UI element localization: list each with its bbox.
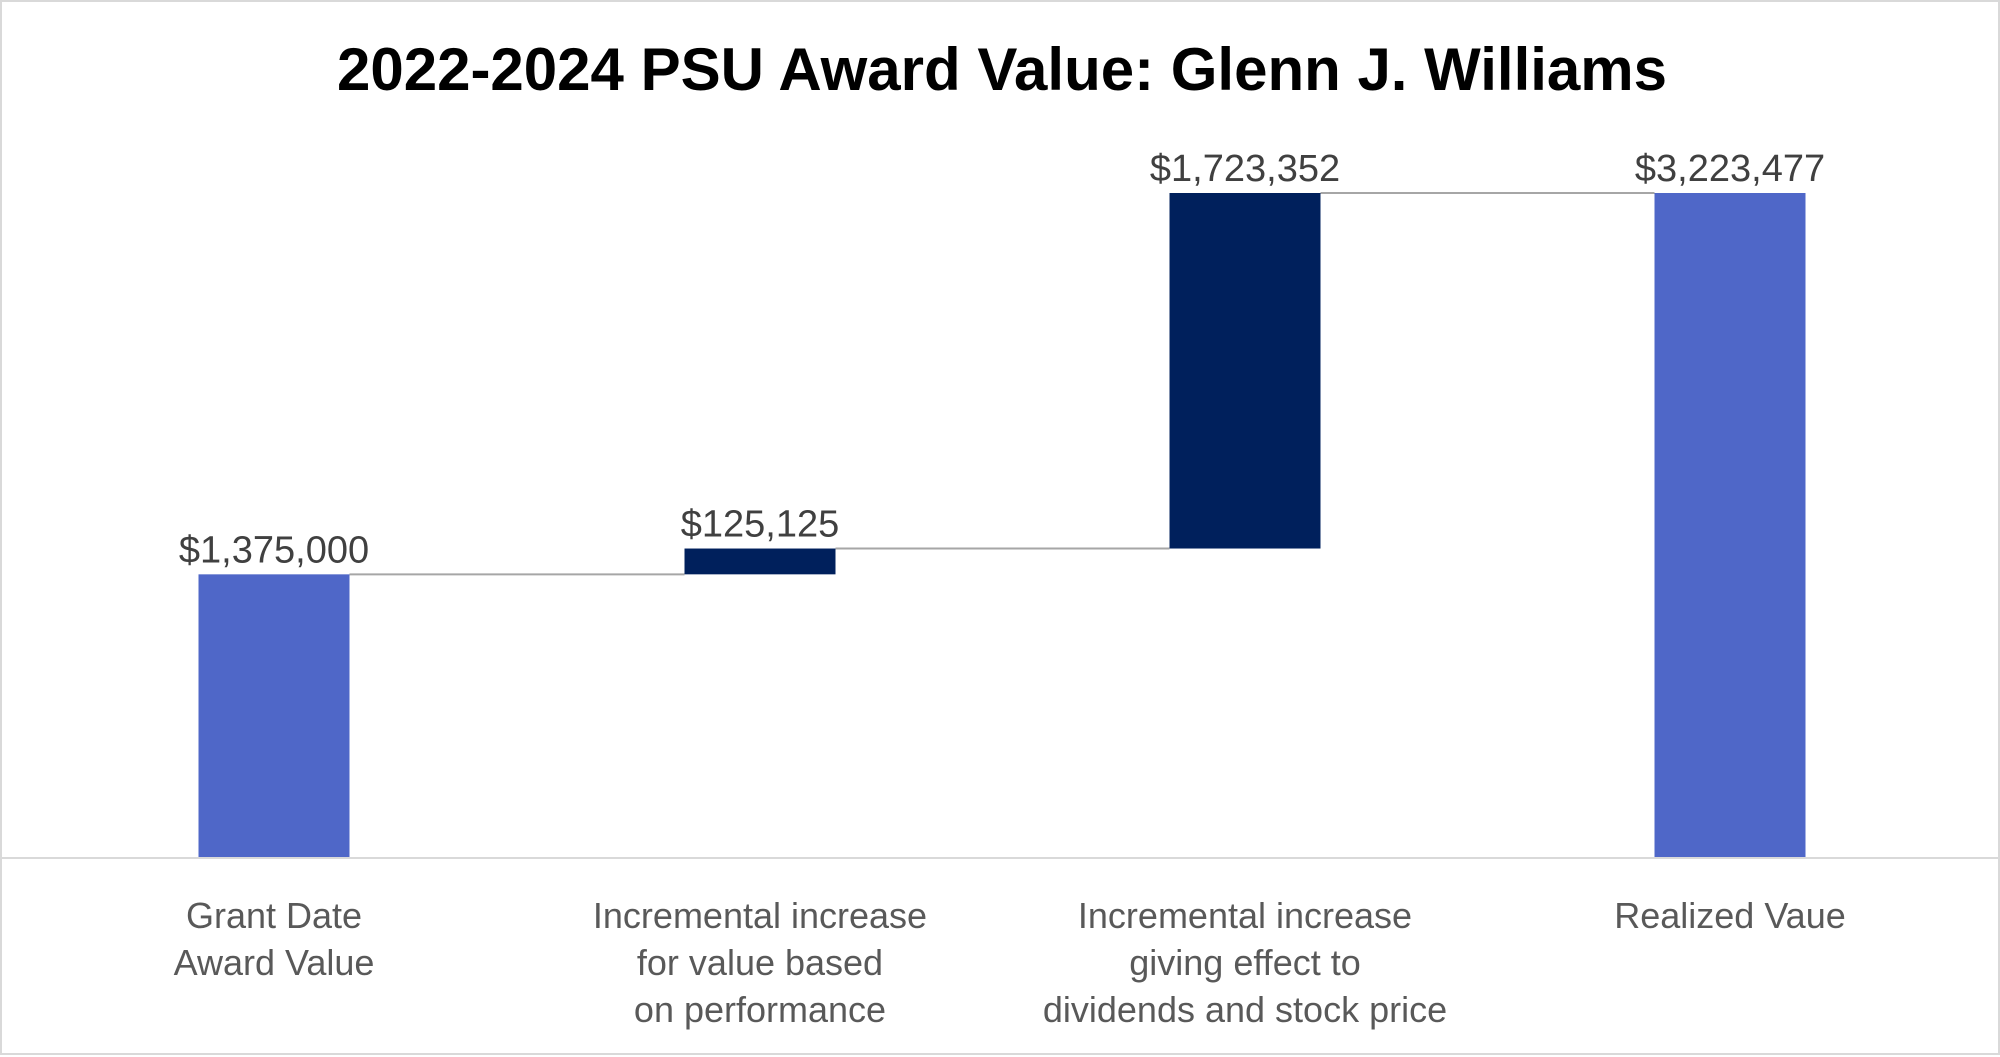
- category-label-1: Grant Date Award Value: [174, 895, 375, 983]
- bar-3: [1169, 193, 1321, 549]
- category-label-2: Incremental increase for value based on pe…: [593, 895, 927, 1030]
- bar-1: [198, 574, 350, 858]
- bar-4: [1654, 193, 1806, 858]
- category-labels: Grant Date Award Value Incremental increas…: [174, 895, 1846, 1030]
- chart-title: 2022-2024 PSU Award Value: Glenn J. Will…: [337, 36, 1667, 103]
- bars: [198, 193, 1806, 858]
- data-label-4: $3,223,477: [1635, 148, 1825, 190]
- data-label-3: $1,723,352: [1150, 148, 1340, 190]
- data-labels: $1,375,000 $125,125 $1,723,352 $3,223,477: [179, 148, 1825, 571]
- connector-lines: [349, 192, 1655, 576]
- category-label-4: Realized Vaue: [1614, 895, 1846, 936]
- data-label-1: $1,375,000: [179, 529, 369, 571]
- data-label-2: $125,125: [681, 504, 840, 546]
- bar-2: [684, 548, 836, 575]
- category-label-3: Incremental increase giving effect to divi…: [1043, 895, 1447, 1030]
